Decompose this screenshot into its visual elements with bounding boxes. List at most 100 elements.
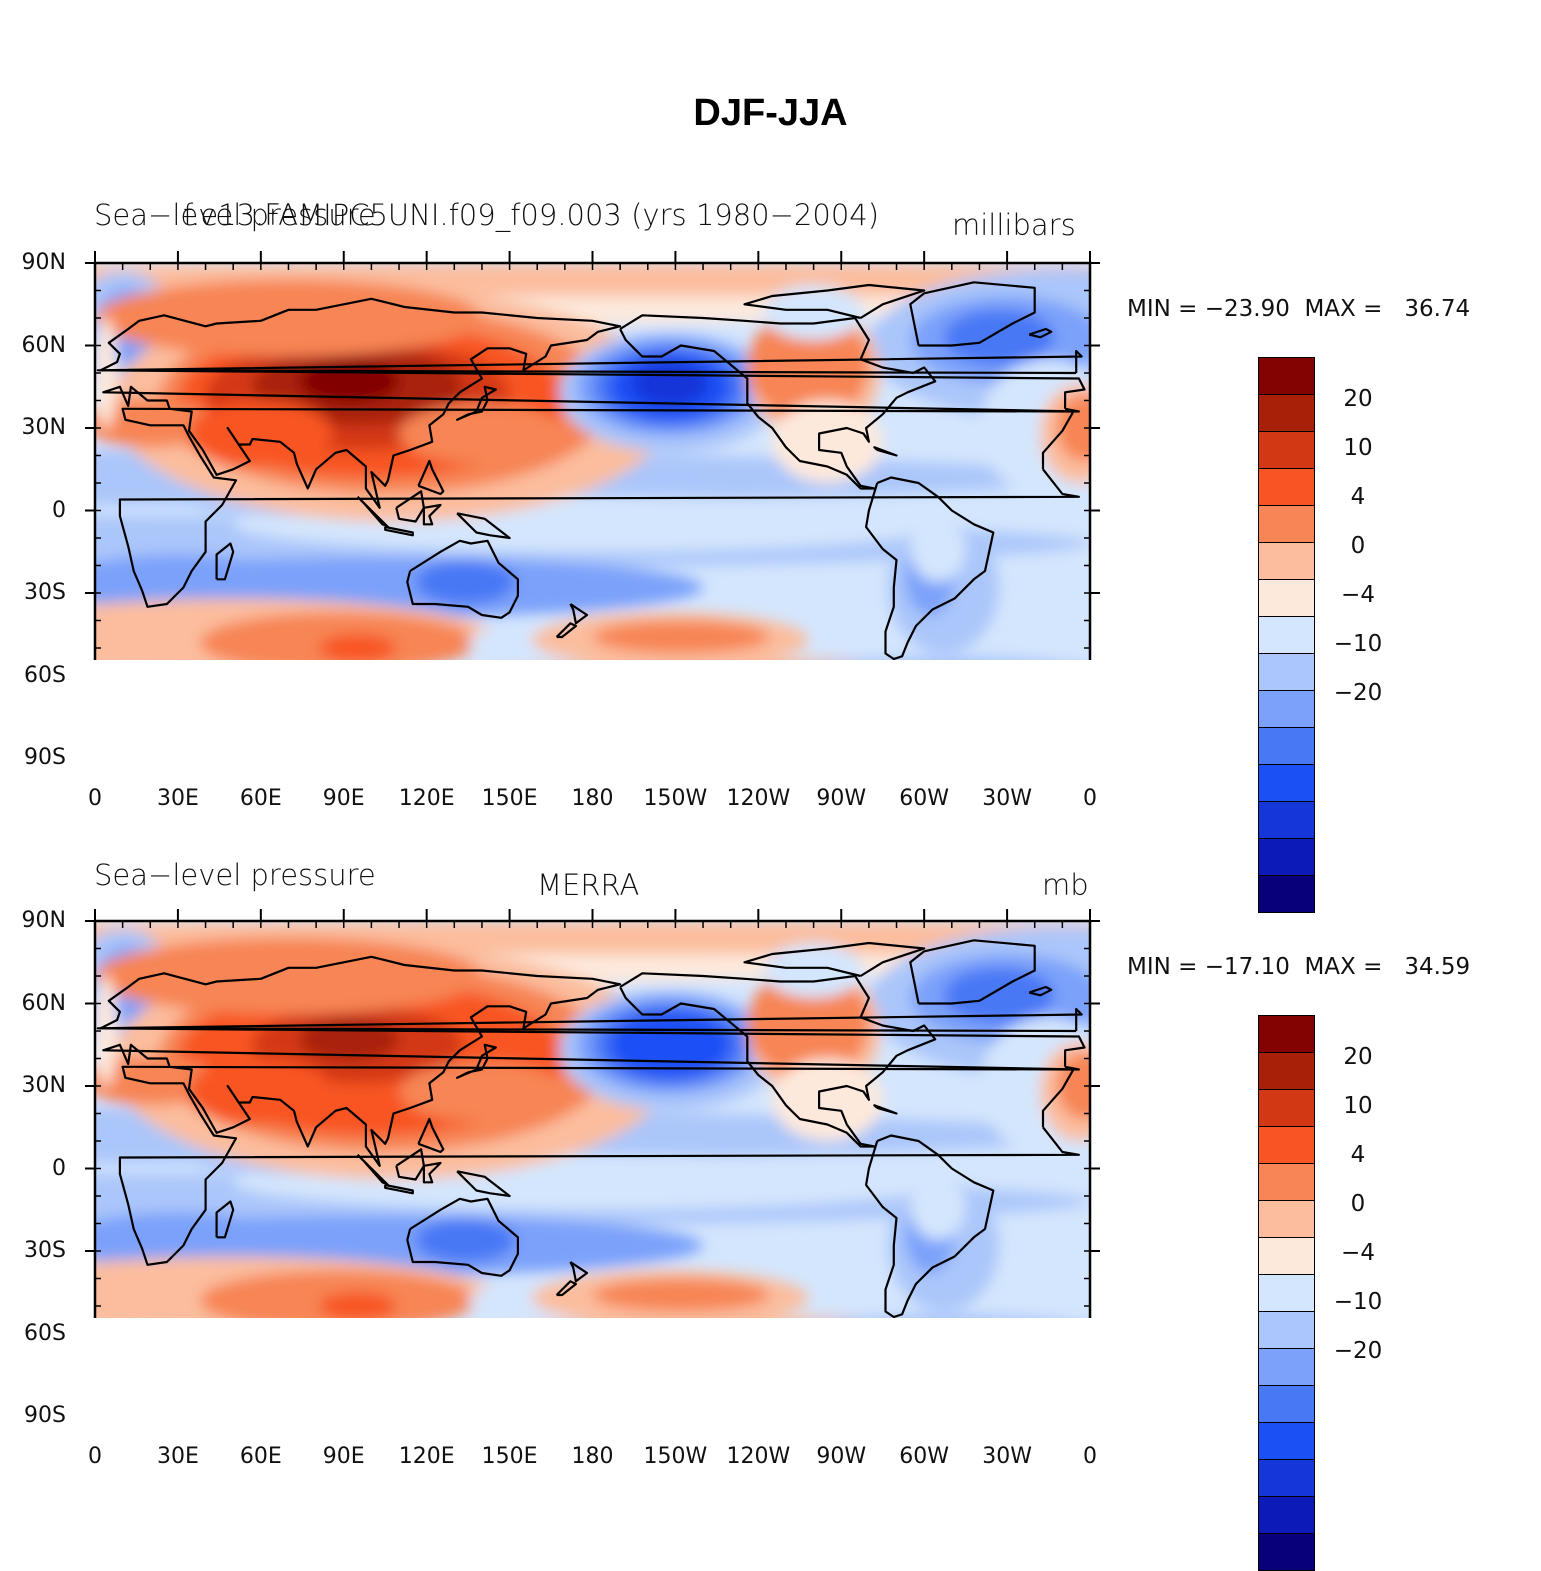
coastline <box>743 283 926 320</box>
colorbar-segment <box>1258 1015 1315 1053</box>
min-max-readout: MIN = −17.10 MAX = 34.59 <box>1127 954 1471 980</box>
coastline <box>555 622 578 639</box>
colorbar-segment <box>1258 765 1315 802</box>
colorbar-segment <box>1258 1201 1315 1238</box>
x-tick-label: 30E <box>156 786 199 811</box>
pressure-anomaly-region <box>747 309 869 420</box>
colorbar-segment <box>1258 728 1315 765</box>
coastline <box>118 1065 1081 1266</box>
y-tick-label: 60N <box>21 332 66 358</box>
x-tick-label: 0 <box>88 1444 102 1469</box>
coastline <box>909 281 1036 347</box>
colorbar-label: 10 <box>1343 1093 1373 1119</box>
coastline <box>395 490 425 523</box>
x-tick-label: 120W <box>726 786 791 811</box>
colorbar-segment <box>1258 617 1315 654</box>
x-tick-label: 60E <box>239 1444 282 1469</box>
pressure-anomaly-region <box>188 400 333 467</box>
colorbar-label: 4 <box>1350 484 1366 510</box>
x-tick-label: 0 <box>1083 1444 1097 1469</box>
y-tick-label: 60S <box>24 1320 66 1346</box>
coastline <box>118 407 1081 608</box>
colorbar-segment <box>1258 1164 1315 1201</box>
colorbar-segment <box>1258 1053 1315 1090</box>
coastline <box>422 1161 442 1184</box>
colorbar-segment <box>1258 395 1315 432</box>
panel-model: Sea−level pressure f.e13.FAMIPC5UNI.f09_… <box>0 0 1541 913</box>
pressure-anomaly-region <box>95 937 482 1015</box>
panel-units-title: mb <box>1042 868 1089 902</box>
panel-left-title: Sea−level pressure <box>94 198 376 232</box>
pressure-anomaly-region <box>318 634 397 660</box>
coastline <box>1028 985 1053 997</box>
colorbar-segment <box>1258 654 1315 691</box>
pressure-anomaly-region <box>188 1058 333 1125</box>
colorbar-label: 0 <box>1350 1191 1366 1217</box>
coastline <box>569 1261 589 1283</box>
coastline <box>864 1134 995 1318</box>
y-tick-label: 30N <box>21 415 66 440</box>
pressure-anomaly-region <box>631 362 709 406</box>
pressure-anomaly-region <box>631 1020 709 1064</box>
colorbar-label: −10 <box>1333 1289 1383 1315</box>
colorbar-label: −4 <box>1341 1240 1375 1266</box>
coastline <box>406 539 520 619</box>
y-tick-label: 90S <box>24 745 66 770</box>
y-tick-label: 90N <box>21 908 66 933</box>
coastline <box>96 349 1083 375</box>
pressure-anomaly-region <box>763 943 864 998</box>
coastline <box>99 955 1086 1167</box>
y-tick-label: 30S <box>24 580 66 605</box>
colorbar-segment <box>1258 1386 1315 1423</box>
coastline <box>356 1154 390 1187</box>
pressure-anomaly-region <box>399 403 565 464</box>
colorbar-segment <box>1258 506 1315 543</box>
x-tick-label: 120E <box>398 786 455 811</box>
colorbar-segment <box>1258 839 1315 876</box>
x-tick-label: 0 <box>88 786 102 811</box>
pressure-anomaly-region <box>864 1314 1040 1318</box>
coastline <box>395 1148 425 1181</box>
colorbar-segment <box>1258 469 1315 506</box>
x-tick-label: 180 <box>571 1444 614 1469</box>
pressure-anomaly-region <box>701 659 899 660</box>
coastline <box>743 941 926 978</box>
colorbar <box>1258 357 1315 913</box>
coastline <box>406 1197 520 1277</box>
x-tick-label: 30W <box>982 1444 1032 1469</box>
coastline <box>356 496 390 529</box>
x-tick-label: 120E <box>398 1444 455 1469</box>
pressure-anomaly-region <box>318 1292 397 1318</box>
pressure-anomaly-region <box>763 285 864 340</box>
min-max-readout: MIN = −23.90 MAX = 36.74 <box>1127 296 1471 322</box>
y-tick-label: 0 <box>52 1155 66 1181</box>
coastline <box>417 1117 445 1154</box>
x-tick-label: 60W <box>899 1444 950 1469</box>
x-tick-label: 150E <box>481 786 538 811</box>
coastline <box>417 459 445 496</box>
colorbar-segment <box>1258 1460 1315 1497</box>
x-tick-label: 90E <box>322 786 365 811</box>
panel-merra: Sea−level pressure MERRA mb MIN = −17.10… <box>0 658 1541 1571</box>
coastline <box>215 1200 235 1239</box>
colorbar-segment <box>1258 1497 1315 1534</box>
colorbar-segment <box>1258 802 1315 839</box>
colorbar-label: 20 <box>1343 1044 1373 1070</box>
coastline <box>873 446 898 457</box>
colorbar-label: 4 <box>1350 1142 1366 1168</box>
x-tick-label: 120W <box>726 1444 791 1469</box>
pressure-anomaly-region <box>910 1174 966 1240</box>
coastline <box>384 525 414 537</box>
slp-difference-map <box>85 251 1100 660</box>
colorbar-segment <box>1258 357 1315 395</box>
pressure-anomaly-region <box>592 1278 770 1312</box>
coastline <box>99 297 1086 509</box>
coastline <box>456 512 511 540</box>
colorbar-label: 20 <box>1343 386 1373 412</box>
x-tick-label: 30W <box>982 786 1032 811</box>
colorbar-segment <box>1258 1275 1315 1312</box>
pressure-anomaly-region <box>415 1218 516 1262</box>
x-tick-label: 60W <box>899 786 950 811</box>
coastline <box>96 1007 1083 1033</box>
coastline <box>555 1280 578 1297</box>
